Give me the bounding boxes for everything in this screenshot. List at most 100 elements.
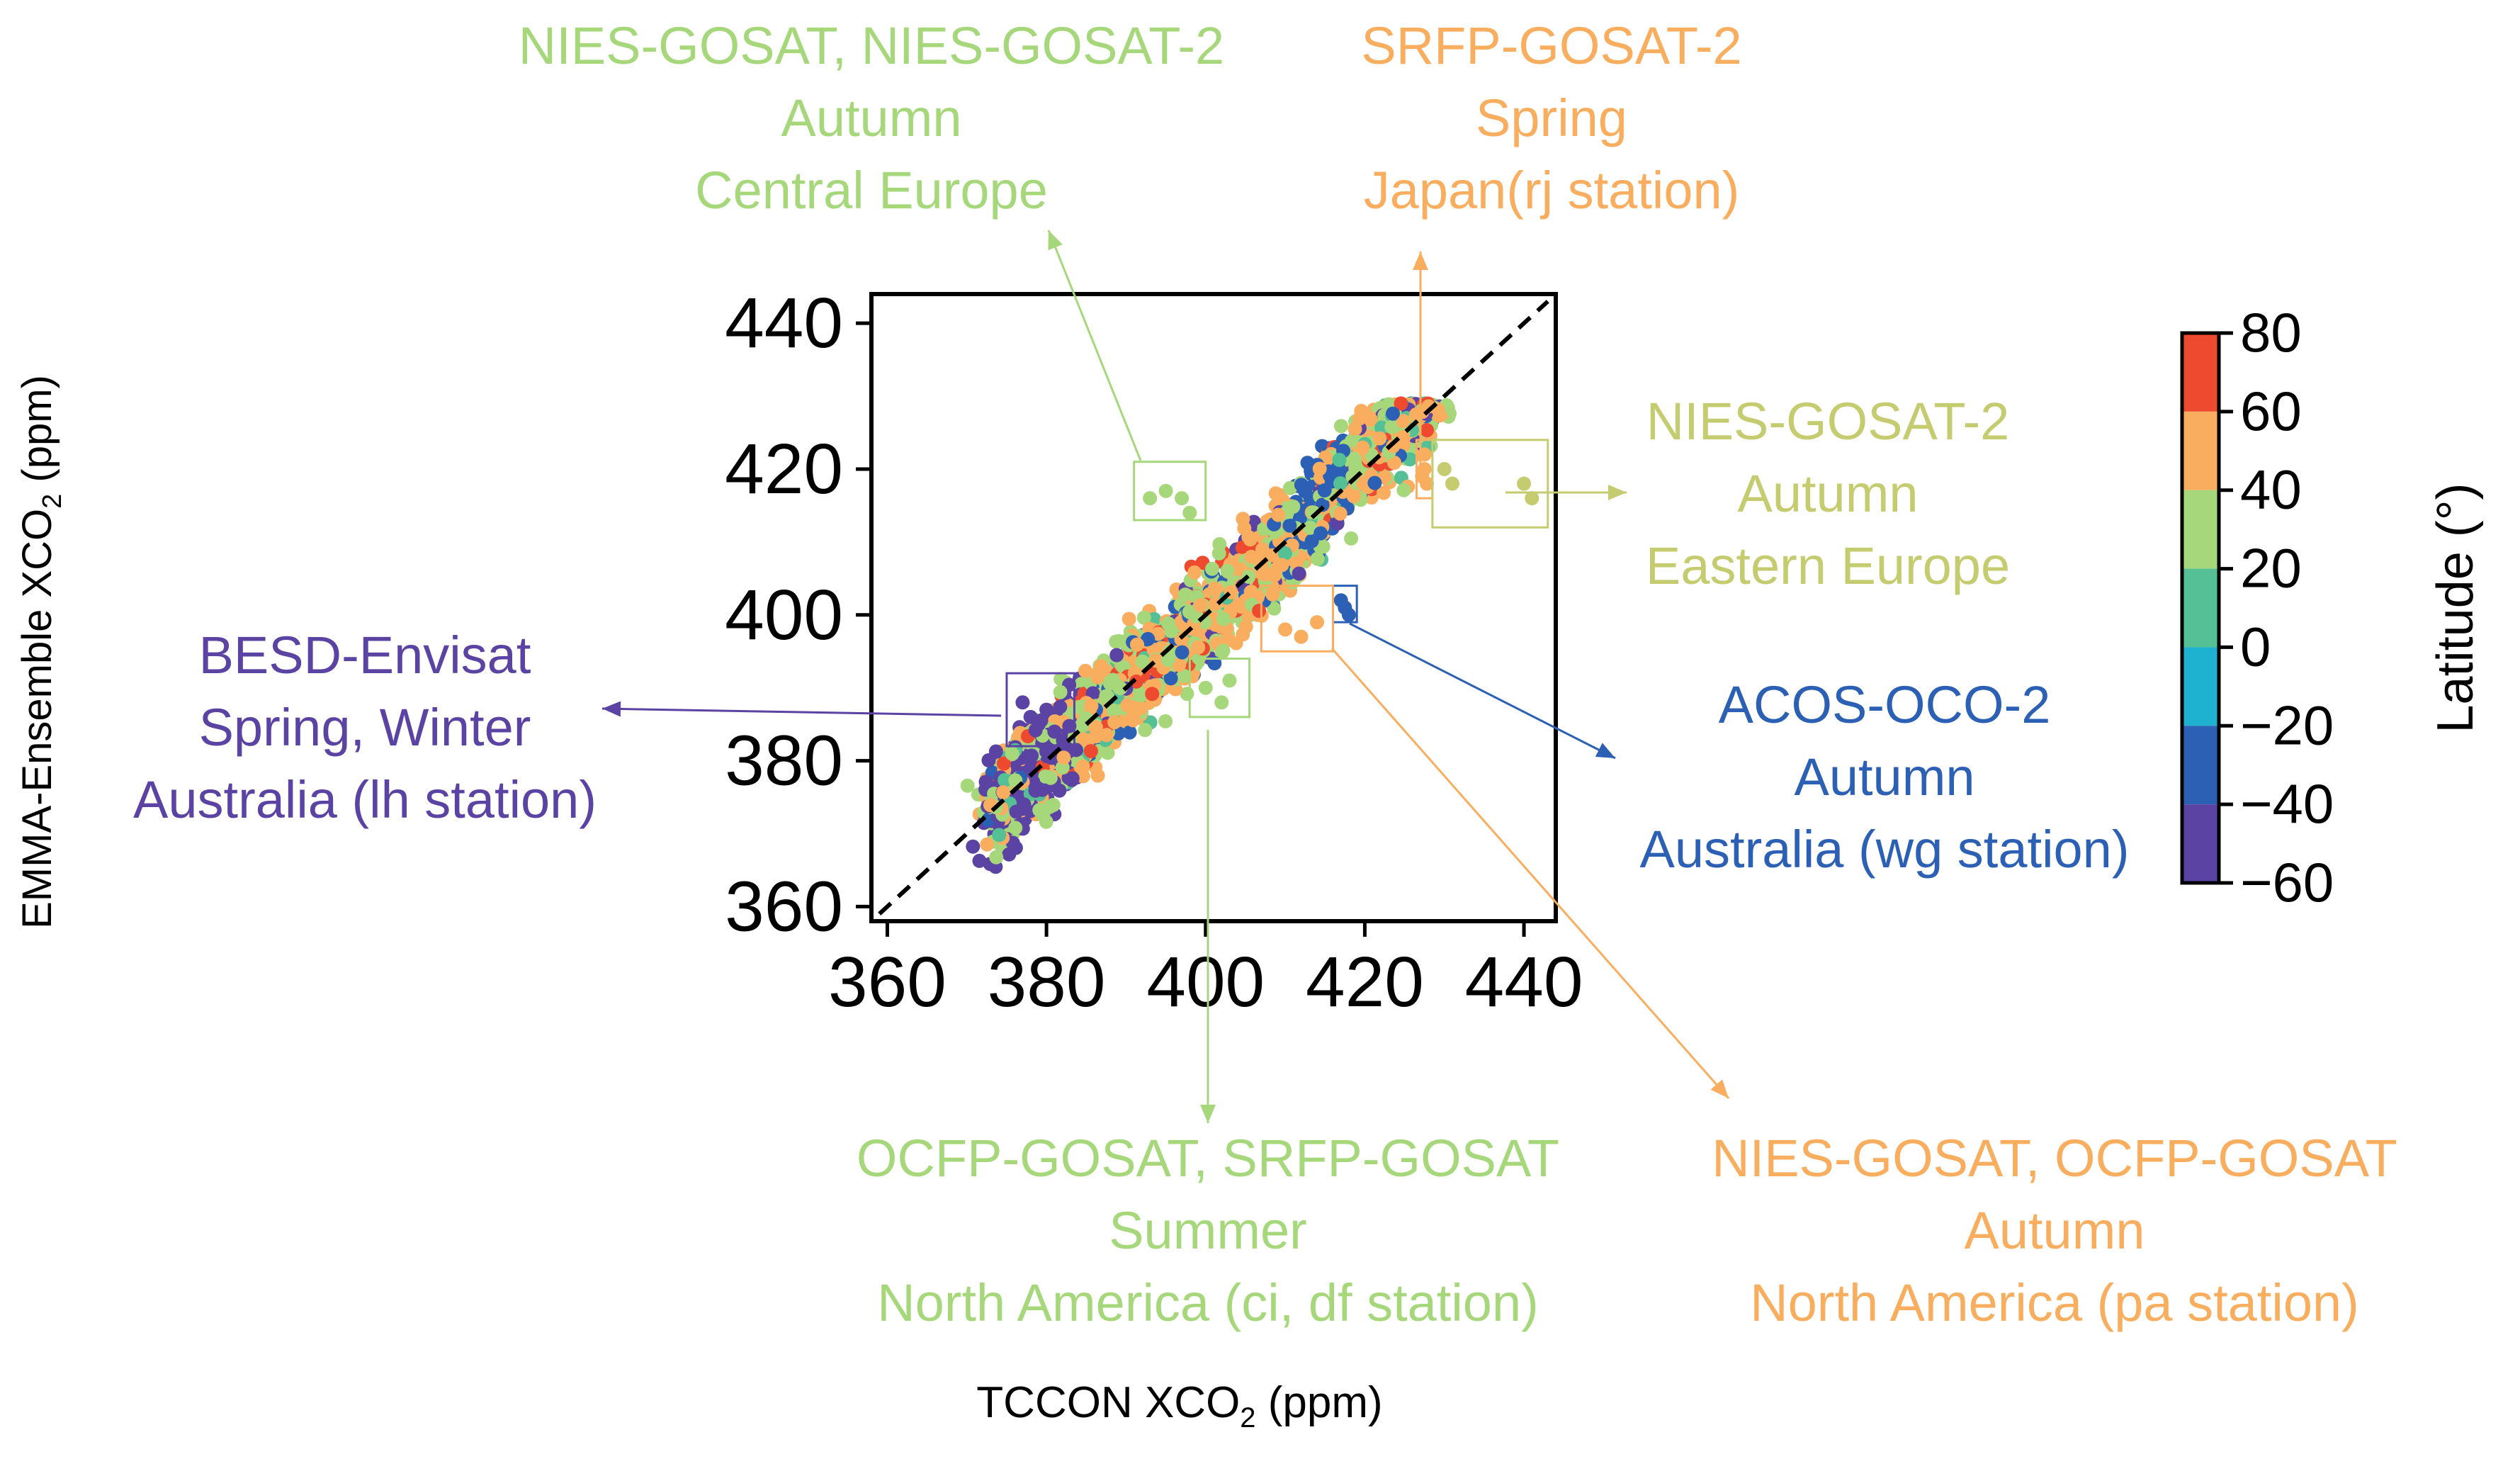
- x-ticks: 360 380 400 420 440: [828, 921, 1583, 1022]
- scatter-point: [1282, 518, 1297, 533]
- y-axis-title-unit: (ppm): [14, 375, 60, 494]
- scatter-point: [1193, 598, 1208, 613]
- x-tick-label: 360: [828, 942, 947, 1022]
- annotation-line: Eastern Europe: [1646, 536, 2010, 595]
- highlight-boxes: [1005, 439, 1549, 748]
- scatter-point: [1024, 748, 1039, 763]
- scatter-point: [1056, 750, 1071, 765]
- plot-area: 360 380 400 420 440 360 380 400 420 440: [725, 283, 1583, 1022]
- highlight-point: [1278, 622, 1293, 637]
- scatter-point: [1345, 469, 1360, 484]
- colorbar-tick-label: 0: [2240, 615, 2271, 677]
- y-tick-label: 420: [725, 429, 843, 509]
- scatter-point: [1212, 537, 1227, 551]
- scatter-point: [1121, 612, 1136, 626]
- annotation-leader: [1047, 230, 1142, 461]
- colorbar-band: [2182, 411, 2219, 490]
- annotation-arrowhead: [1048, 230, 1063, 251]
- scatter-point: [1267, 601, 1282, 616]
- scatter-point: [1333, 465, 1348, 480]
- scatter-point: [1163, 644, 1177, 659]
- scatter-point: [1372, 431, 1387, 446]
- scatter-point: [1005, 746, 1019, 761]
- scatter-point: [1289, 556, 1304, 570]
- annotation-arrowhead: [1200, 1105, 1216, 1123]
- scatter-point: [1106, 703, 1121, 718]
- scatter-point: [1065, 771, 1080, 786]
- scatter-point: [1039, 814, 1053, 829]
- highlight-point: [1182, 505, 1197, 520]
- annotation-line: BESD-Envisat: [199, 626, 531, 685]
- colorbar-tick-label: 60: [2240, 380, 2302, 442]
- scatter-point: [978, 774, 993, 789]
- annotation-4: BESD-Envisat Spring, Winter Australia (lh …: [133, 626, 1002, 829]
- scatter-point: [1163, 671, 1178, 686]
- colorbar-tick-label: 20: [2240, 537, 2302, 599]
- annotation-line: North America (pa station): [1750, 1273, 2359, 1332]
- scatter-point: [1187, 565, 1202, 580]
- scatter-point: [1028, 783, 1043, 798]
- scatter-point: [1367, 475, 1382, 490]
- scatter-point: [1377, 485, 1391, 500]
- y-ticks: 360 380 400 420 440: [725, 283, 871, 946]
- y-axis-title-sub: 2: [38, 494, 67, 509]
- scatter-point: [1283, 480, 1297, 495]
- y-tick-label: 380: [725, 721, 843, 801]
- scatter-point: [972, 853, 987, 868]
- scatter-point: [1394, 396, 1408, 411]
- scatter-point: [1306, 505, 1321, 520]
- scatter-point: [1303, 520, 1318, 535]
- annotation-6: OCFP-GOSAT, SRFP-GOSAT Summer North Americ…: [857, 730, 1559, 1332]
- scatter-point: [1069, 743, 1083, 757]
- scatter-point: [1172, 658, 1187, 672]
- annotation-line: Autumn: [1794, 748, 1974, 806]
- scatter-point: [1298, 484, 1312, 499]
- annotation-7: NIES-GOSAT, OCFP-GOSAT Autumn North Americ…: [1330, 648, 2397, 1332]
- scatter-point: [1216, 612, 1231, 626]
- scatter-point: [1141, 631, 1156, 646]
- highlight-point: [1015, 695, 1030, 710]
- y-tick-label: 440: [725, 283, 843, 363]
- annotation-line: Australia (wg station): [1640, 820, 2130, 879]
- scatter-point: [1100, 728, 1114, 743]
- scatter-point: [1344, 531, 1359, 546]
- annotation-line: Summer: [1109, 1201, 1307, 1260]
- highlight-box: [1260, 585, 1334, 653]
- scatter-point: [1316, 539, 1330, 554]
- scatter-point: [1111, 726, 1126, 740]
- scatter-point: [1243, 532, 1258, 547]
- annotation-line: Japan(rj station): [1364, 161, 1740, 220]
- scatter-point: [1310, 551, 1325, 566]
- scatter-point: [966, 839, 981, 854]
- scatter-point: [1122, 725, 1137, 740]
- scatter-point: [1164, 624, 1179, 638]
- scatter-point: [1126, 707, 1141, 722]
- plot-frame: [869, 292, 1558, 923]
- highlight-point: [1525, 491, 1539, 506]
- scatter-point: [1312, 461, 1327, 476]
- scatter-point: [1178, 587, 1192, 602]
- scatter-point: [1090, 768, 1105, 783]
- scatter-point: [1387, 456, 1401, 470]
- annotation-line: Spring, Winter: [199, 698, 531, 757]
- annotation-arrowhead: [1413, 252, 1428, 270]
- scatter-point: [1032, 803, 1047, 818]
- scatter-point: [1113, 681, 1128, 696]
- annotation-1: NIES-GOSAT, NIES-GOSAT-2 Autumn Central Eu…: [519, 16, 1224, 461]
- colorbar-band: [2182, 333, 2219, 412]
- annotation-line: NIES-GOSAT, NIES-GOSAT-2: [519, 16, 1224, 75]
- colorbar-band: [2182, 726, 2219, 805]
- scatter-point: [1333, 506, 1347, 521]
- scatter-point: [1252, 604, 1267, 618]
- scatter-point: [1109, 648, 1124, 663]
- scatter-point: [992, 828, 1007, 843]
- annotation-line: North America (ci, df station): [877, 1273, 1539, 1332]
- x-axis-title: TCCON XCO2 (ppm): [976, 1378, 1382, 1433]
- scatter-point: [1286, 500, 1301, 514]
- scatter-point: [1395, 430, 1410, 444]
- annotation-line: NIES-GOSAT-2: [1646, 392, 2010, 451]
- highlight-point: [1214, 695, 1229, 710]
- scatter-point: [1347, 422, 1362, 436]
- scatter-point: [1354, 403, 1369, 418]
- annotation-3: NIES-GOSAT-2 Autumn Eastern Europe: [1505, 392, 2010, 595]
